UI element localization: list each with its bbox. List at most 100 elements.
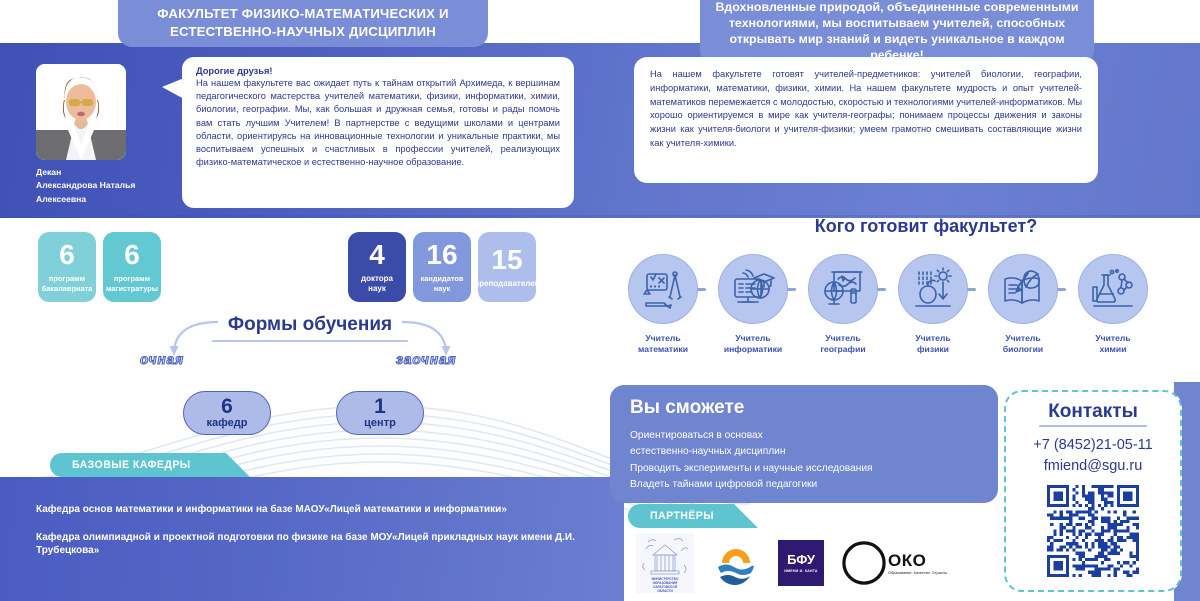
stat-card: 6 программ бакалавриата [38,232,96,302]
book-leaf-icon [1004,270,1040,304]
profession-icon-circle [898,254,968,324]
profession-item[interactable]: Учитель информатики [714,254,792,355]
profession-label-line2: математики [638,344,688,355]
oko-eye-icon [842,541,886,585]
stat-label: кандидатов наук [420,274,464,293]
forms-title-underline [212,340,408,342]
svg-text:ОБЛАСТИ: ОБЛАСТИ [657,589,673,593]
dean-greeting-bubble: Дорогие друзья! На нашем факультете вас … [182,57,574,208]
dean-name2: Алексеевна [36,193,87,204]
profession-item[interactable]: Учитель биологии [984,254,1062,355]
oko-logo-text: ОКО [888,551,927,570]
about-faculty-card: На нашем факультете готовят учителей-пре… [634,57,1098,183]
contacts-phone[interactable]: +7 (8452)21-05-11 [1033,437,1153,453]
profession-label-line1: Учитель [645,333,681,343]
dean-caption: Декан Александрова Наталья Алексеевна [36,166,186,206]
stat-card: 15 преподавателей [474,232,540,302]
profession-label-line1: Учитель [825,333,861,343]
count-pill: 1 центр [336,391,424,435]
profession-label-line1: Учитель [915,333,951,343]
profession-label: Учитель биологии [984,333,1062,355]
profession-item[interactable]: Учитель физики [894,254,972,355]
stat-card: 6 программ магистратуры [103,232,161,302]
you-will-be-able-box: Вы сможете Ориентироваться в основах ест… [610,385,998,503]
count-pill: 6 кафедр [183,391,271,435]
speech-bubble-tail [162,78,184,99]
dean-photo [36,64,126,160]
motto-text: Вдохновленные природой, объединенные сов… [715,0,1079,62]
bfu-logo-text: БФУ [787,552,815,567]
able-item: Владеть тайнами цифровой педагогики [630,478,818,490]
form-option-full-time: очная [139,351,185,367]
department-item: Кафедра олимпиадной и проектной подготов… [36,531,575,557]
greeting-text: На нашем факультете вас ожидает путь к т… [196,78,560,168]
profession-connector [877,288,886,291]
partners-ribbon: ПАРТНЁРЫ [628,504,758,528]
qr-code[interactable] [1047,485,1139,578]
profession-label-line1: Учитель [735,333,771,343]
stat-label: доктора наук [360,273,393,293]
svg-text:МИНИСТЕРСТВО: МИНИСТЕРСТВО [652,577,679,581]
ministry-building-icon: МИНИСТЕРСТВО ОБРАЗОВАНИЯ САРАТОВСКОЙ ОБЛ… [636,533,694,593]
base-departments-list: Кафедра основ математики и информатики н… [36,503,591,558]
pill-number: 1 [374,394,386,418]
partner-logos: МИНИСТЕРСТВО ОБРАЗОВАНИЯ САРАТОВСКОЙ ОБЛ… [636,530,1016,596]
contacts-card: Контакты +7 (8452)21-05-11 fmiend@sgu.ru [1004,390,1182,592]
profession-item[interactable]: Учитель математики [624,254,702,355]
oko-logo: ОКО Образование. Качество. Отрасль. [842,541,948,585]
stat-label: программ магистратуры [105,274,159,293]
forms-of-study-title: Формы обучения [227,314,393,335]
stat-label: преподавателей [474,278,540,288]
contacts-title-underline [1039,425,1147,427]
profession-label-line2: физики [917,344,949,355]
stat-card: 4 доктора наук [348,232,406,302]
profession-item[interactable]: Учитель химии [1074,254,1152,355]
faculty-title-box: ФАКУЛЬТЕТ ФИЗИКО-МАТЕМАТИЧЕСКИХ И ЕСТЕСТ… [118,0,488,47]
profession-icon-circle [718,254,788,324]
arrow-right-curve-icon [401,320,451,356]
pill-label: центр [364,417,396,430]
profession-label-line2: информатики [723,344,783,355]
who-we-train-title: Кого готовит факультет? [814,216,1038,236]
profession-label-line1: Учитель [1005,333,1041,343]
greeting-salutation: Дорогие друзья! [196,66,273,76]
stat-number: 4 [369,238,385,270]
profession-label-line2: химии [1099,344,1127,355]
profession-icon-circle [628,254,698,324]
base-departments-panel [0,477,624,601]
profession-label-line1: Учитель [1095,333,1131,343]
profession-icon-circle [808,254,878,324]
profession-connector [1057,288,1066,291]
pill-number: 6 [221,394,233,418]
faculty-title: ФАКУЛЬТЕТ ФИЗИКО-МАТЕМАТИЧЕСКИХ И ЕСТЕСТ… [157,6,449,39]
profession-label-line2: биологии [1002,344,1044,355]
profession-label: Учитель физики [894,333,972,355]
pill-label: кафедр [206,417,248,430]
contacts-title: Контакты [1048,401,1138,422]
arrow-left-curve-icon [169,320,219,356]
bfu-logo-subtext: ИМЕНИ И. КАНТА [784,569,818,573]
flask-molecule-icon [1092,268,1133,307]
contacts-email[interactable]: fmiend@sgu.ru [1043,458,1143,475]
sunrise-wave-logo [718,549,754,585]
profession-label: Учитель географии [804,333,882,355]
about-text: На нашем факультете готовят учителей-пре… [650,69,1082,148]
profession-connector [697,288,706,291]
profession-label: Учитель информатики [714,333,792,355]
profession-connector [787,288,796,291]
profession-icon-circle [1078,254,1148,324]
profession-label: Учитель химии [1074,333,1152,355]
motto-box: Вдохновленные природой, объединенные сов… [700,0,1094,66]
base-departments-ribbon-label: БАЗОВЫЕ КАФЕДРЫ [72,459,191,471]
dean-name1: Александрова Наталья [36,180,136,191]
stat-number: 16 [426,239,458,271]
computer-globe-icon [734,269,775,303]
svg-text:ОБРАЗОВАНИЯ: ОБРАЗОВАНИЯ [653,581,678,585]
able-title: Вы сможете [630,397,745,418]
profession-icon-circle [988,254,1058,324]
profession-connector [967,288,976,291]
able-list: Ориентироваться в основах естественно-на… [630,428,978,493]
profession-label: Учитель математики [624,333,702,355]
profession-item[interactable]: Учитель географии [804,254,882,355]
